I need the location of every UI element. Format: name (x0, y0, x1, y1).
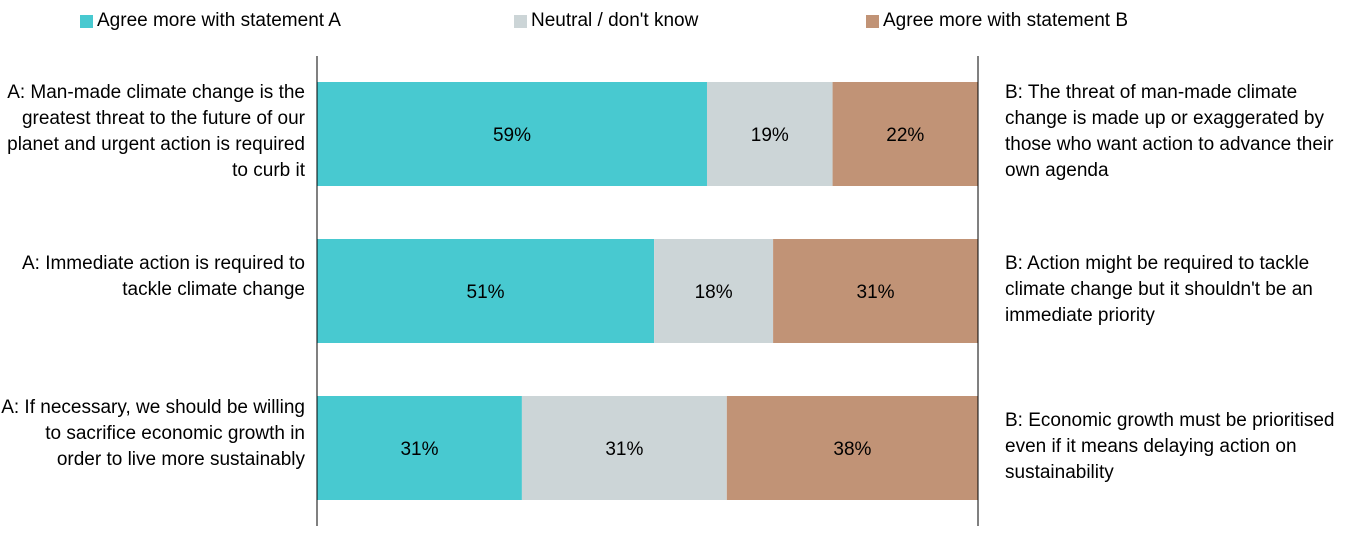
bar-value-label-a-3: 31% (400, 439, 438, 460)
legend-swatch-b (866, 14, 879, 28)
bar-value-label-neutral-3: 31% (605, 439, 643, 460)
legend-swatch-neutral (514, 14, 527, 28)
legend-label-a: Agree more with statement A (97, 10, 341, 31)
statement-a-label-3: A: If necessary, we should be willing to… (1, 397, 305, 470)
statement-b-label-1: B: The threat of man-made climate change… (1005, 82, 1334, 181)
bar-b-2 (773, 239, 978, 343)
bar-a-1 (317, 82, 707, 186)
bar-b-3 (726, 396, 978, 500)
legend: Agree more with statement A Neutral / do… (0, 10, 1362, 36)
bar-a-3 (317, 396, 522, 500)
statement-a-label-1: A: Man-made climate change is the greate… (7, 82, 305, 181)
bar-neutral-1 (706, 82, 833, 186)
legend-item-a: Agree more with statement A (80, 10, 341, 32)
legend-item-b: Agree more with statement B (866, 10, 1128, 32)
statement-a-label-2: A: Immediate action is required to tackl… (21, 253, 305, 300)
legend-swatch-a (80, 14, 93, 28)
bar-b-1 (832, 82, 978, 186)
bar-value-label-b-1: 22% (886, 125, 924, 146)
bar-a-2 (317, 239, 655, 343)
bar-value-label-a-2: 51% (467, 282, 505, 303)
bar-neutral-3 (521, 396, 727, 500)
bar-value-label-neutral-1: 19% (751, 125, 789, 146)
legend-label-b: Agree more with statement B (883, 10, 1128, 31)
legend-item-neutral: Neutral / don't know (514, 10, 698, 32)
bar-value-label-b-3: 38% (833, 439, 871, 460)
bar-value-label-b-2: 31% (857, 282, 895, 303)
bar-neutral-2 (654, 239, 774, 343)
statement-b-label-2: B: Action might be required to tackle cl… (1005, 253, 1313, 326)
statement-b-label-3: B: Economic growth must be prioritised e… (1005, 410, 1335, 483)
bar-value-label-neutral-2: 18% (695, 282, 733, 303)
legend-label-neutral: Neutral / don't know (531, 10, 699, 31)
bar-value-label-a-1: 59% (493, 125, 531, 146)
